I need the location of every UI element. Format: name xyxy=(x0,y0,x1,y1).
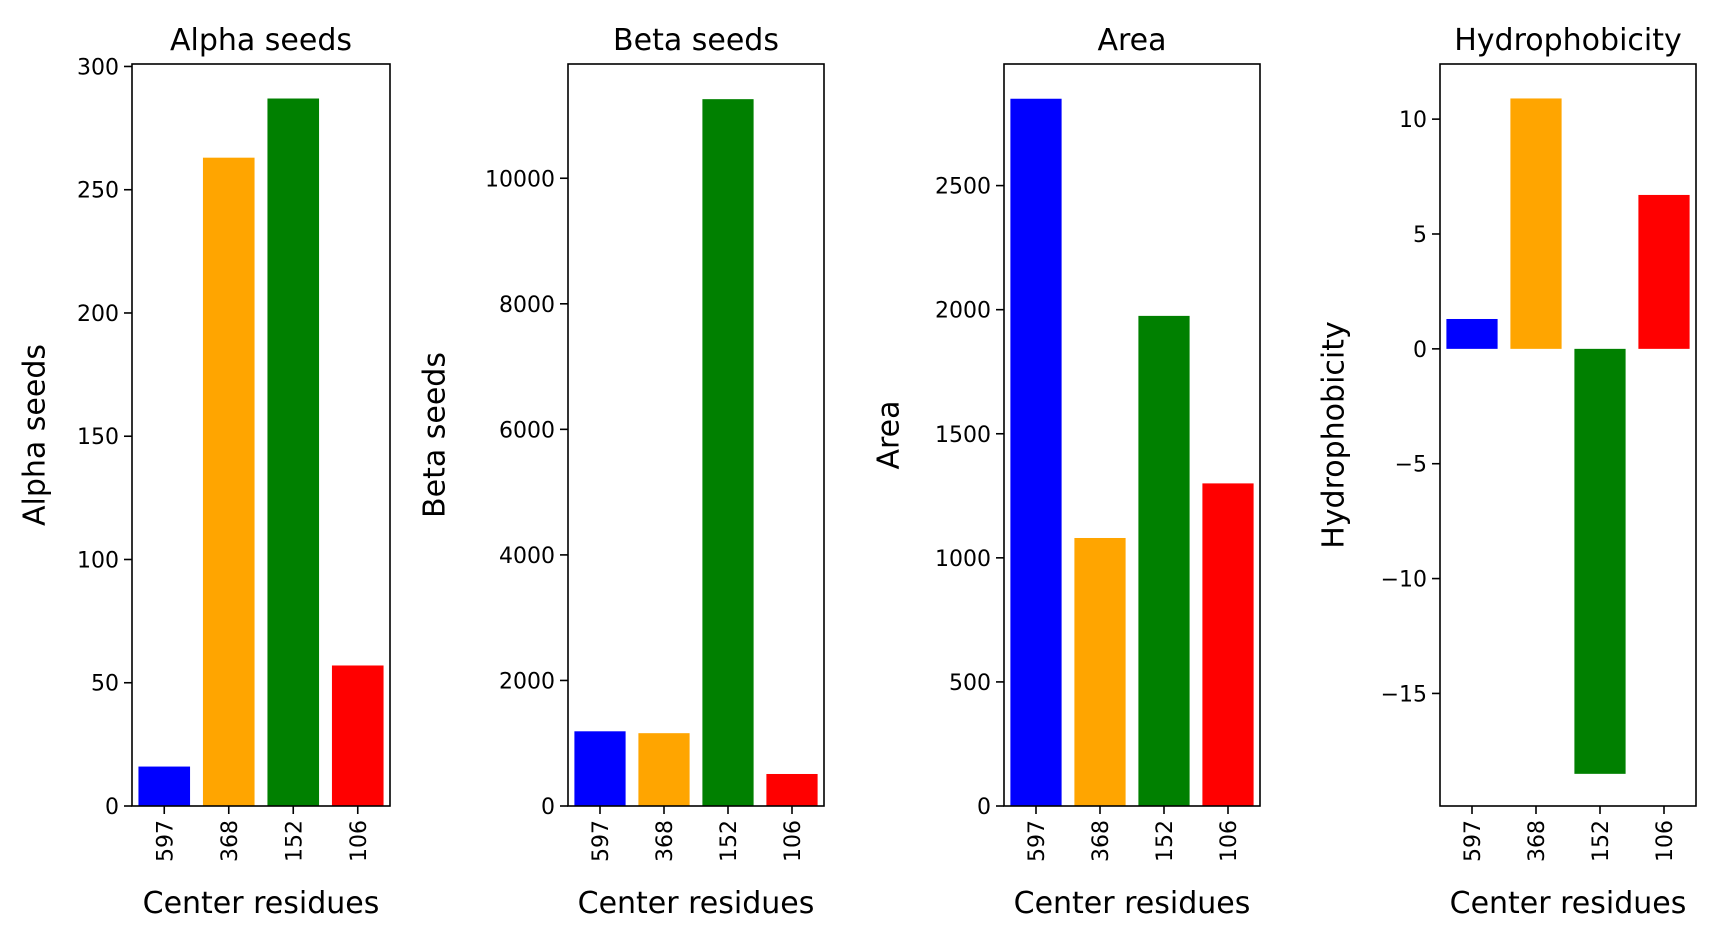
y-tick-label: 200 xyxy=(77,302,119,327)
bar-106 xyxy=(1202,483,1254,806)
y-tick-label: 150 xyxy=(77,425,119,450)
y-tick-label: 6000 xyxy=(499,418,555,443)
bar-597 xyxy=(1446,318,1498,349)
y-tick-label: 2500 xyxy=(935,175,991,200)
chart-title: Area xyxy=(1097,23,1166,58)
x-tick-label: 152 xyxy=(717,820,742,862)
y-axis-label: Beta seeds xyxy=(418,352,453,518)
x-axis-label: Center residues xyxy=(1014,886,1251,921)
y-tick-label: 50 xyxy=(91,672,119,697)
bar-106 xyxy=(766,773,818,806)
y-tick-label: −15 xyxy=(1381,682,1427,707)
y-tick-label: 4000 xyxy=(499,544,555,569)
bar-368 xyxy=(1074,537,1126,806)
bar-152 xyxy=(267,98,320,807)
y-tick-label: 500 xyxy=(949,671,991,696)
y-tick-label: 0 xyxy=(1413,338,1427,363)
y-tick-label: 100 xyxy=(77,548,119,573)
plot-frame xyxy=(1439,63,1697,807)
y-axis-label: Alpha seeds xyxy=(18,344,53,526)
x-tick-label: 597 xyxy=(589,820,614,862)
y-tick-label: 0 xyxy=(977,795,991,820)
bar-597 xyxy=(574,731,626,806)
x-tick-label: 368 xyxy=(1089,820,1114,862)
y-tick-label: 0 xyxy=(105,795,119,820)
chart-panel-2: 0 500 1000 1500 2000 2500 597 368 152 106 Area Cent… xyxy=(872,23,1261,921)
bar-152 xyxy=(1574,348,1626,774)
y-tick-label: 1500 xyxy=(935,423,991,448)
y-tick-label: 8000 xyxy=(499,293,555,318)
y-tick-label: 250 xyxy=(77,179,119,204)
bar-597 xyxy=(1010,98,1062,806)
chart-panel-3: −15 −10 −5 0 5 10 597 368 152 106 Hydrophobicity Ce… xyxy=(1317,23,1697,921)
x-tick-label: 597 xyxy=(153,820,178,862)
chart-panel-0: 0 50 100 150 200 250 300 597 368 152 106 Alpha seed… xyxy=(18,23,391,921)
y-tick-label: 1000 xyxy=(935,547,991,572)
x-tick-label: 106 xyxy=(347,820,372,862)
x-tick-label: 368 xyxy=(1525,820,1550,862)
y-tick-label: 2000 xyxy=(935,299,991,324)
plot-frame xyxy=(131,63,391,807)
x-axis-label: Center residues xyxy=(1450,886,1687,921)
bar-152 xyxy=(702,99,754,806)
bar-106 xyxy=(1638,194,1690,349)
y-tick-label: 10000 xyxy=(485,167,555,192)
y-tick-label: 2000 xyxy=(499,669,555,694)
x-tick-label: 368 xyxy=(218,820,243,862)
plot-frame xyxy=(1003,63,1261,807)
x-tick-label: 597 xyxy=(1461,820,1486,862)
bar-152 xyxy=(1138,315,1190,806)
y-tick-label: −5 xyxy=(1395,453,1427,478)
x-axis-label: Center residues xyxy=(578,886,815,921)
x-tick-label: 152 xyxy=(1589,820,1614,862)
bar-368 xyxy=(638,733,690,806)
x-tick-label: 368 xyxy=(653,820,678,862)
x-tick-label: 152 xyxy=(282,820,307,862)
x-axis-label: Center residues xyxy=(143,886,380,921)
y-tick-label: 300 xyxy=(77,55,119,80)
bar-597 xyxy=(138,766,191,806)
x-tick-label: 106 xyxy=(781,820,806,862)
y-tick-label: 0 xyxy=(541,795,555,820)
y-tick-label: −10 xyxy=(1381,568,1427,593)
x-tick-label: 106 xyxy=(1217,820,1242,862)
chart-title: Alpha seeds xyxy=(170,23,352,58)
x-tick-label: 597 xyxy=(1025,820,1050,862)
x-tick-label: 106 xyxy=(1653,820,1678,862)
chart-title: Beta seeds xyxy=(613,23,779,58)
y-tick-label: 10 xyxy=(1399,108,1427,133)
y-tick-label: 5 xyxy=(1413,223,1427,248)
bar-106 xyxy=(331,665,384,806)
chart-title: Hydrophobicity xyxy=(1454,23,1682,58)
y-axis-label: Area xyxy=(872,400,907,469)
bar-368 xyxy=(202,157,255,806)
y-axis-label: Hydrophobicity xyxy=(1317,321,1352,549)
plot-frame xyxy=(567,63,825,807)
bar-368 xyxy=(1510,98,1562,349)
chart-panel-1: 0 2000 4000 6000 8000 10000 597 368 152 106 Beta s… xyxy=(418,23,825,921)
x-tick-label: 152 xyxy=(1153,820,1178,862)
